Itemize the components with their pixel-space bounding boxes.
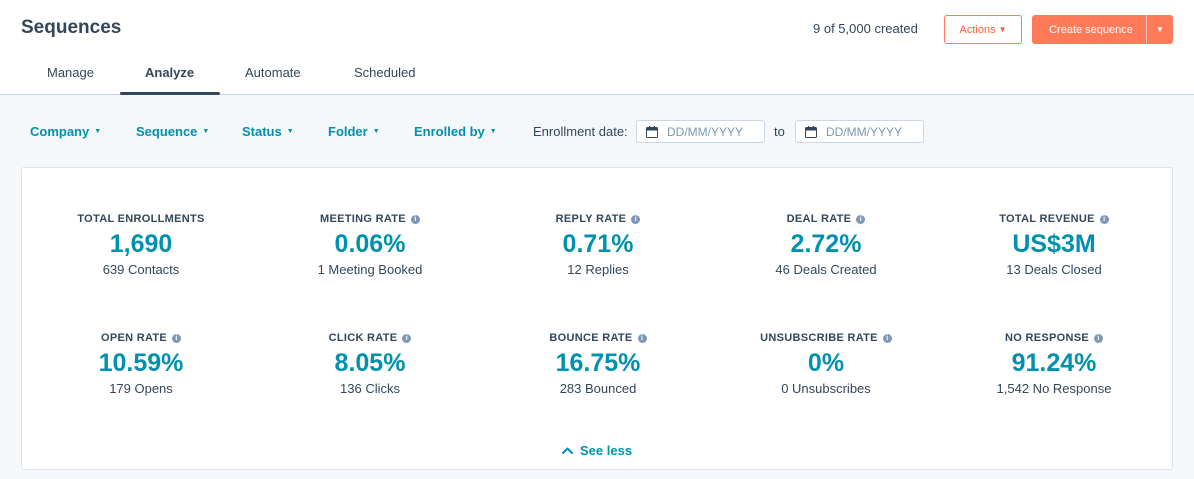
metric-label: TOTAL REVENUE	[999, 213, 1095, 225]
caret-down-icon: ▼	[202, 128, 210, 135]
filter-status-label: Status	[242, 124, 282, 139]
filter-enrolled-by[interactable]: Enrolled by ▼	[414, 124, 497, 139]
metric-label: BOUNCE RATE	[549, 332, 633, 344]
metric-open-rate: OPEN RATE i 10.59% 179 Opens	[26, 331, 256, 396]
active-tab-indicator	[120, 92, 220, 95]
metric-value: 91.24%	[1011, 349, 1097, 377]
caret-down-icon: ▼	[286, 128, 294, 135]
metric-subtext: 179 Opens	[109, 381, 173, 396]
create-sequence-label: Create sequence	[1049, 23, 1133, 36]
metric-value: 1,690	[109, 230, 173, 258]
created-count: 9 of 5,000 created	[813, 21, 918, 36]
page-title: Sequences	[21, 17, 122, 38]
metric-deal-rate: DEAL RATE i 2.72% 46 Deals Created	[711, 212, 941, 277]
metric-label: REPLY RATE	[555, 213, 627, 225]
filter-status[interactable]: Status ▼	[242, 124, 294, 139]
metric-subtext: 0 Unsubscribes	[781, 381, 871, 396]
date-range-to-label: to	[774, 124, 785, 139]
metric-click-rate: CLICK RATE i 8.05% 136 Clicks	[255, 331, 485, 396]
filter-company-label: Company	[30, 124, 90, 139]
metric-label: TOTAL ENROLLMENTS	[77, 213, 205, 225]
info-icon[interactable]: i	[856, 214, 866, 224]
metric-subtext: 1 Meeting Booked	[317, 262, 423, 277]
caret-down-icon: ▼	[372, 128, 380, 135]
metric-label: OPEN RATE	[100, 332, 168, 344]
filter-folder-label: Folder	[328, 124, 368, 139]
metric-value: 0.71%	[562, 230, 634, 258]
filter-enrolled-by-label: Enrolled by	[414, 124, 485, 139]
metric-subtext: 1,542 No Response	[996, 381, 1112, 396]
metric-label: NO RESPONSE	[1005, 332, 1089, 344]
metrics-card	[21, 167, 1173, 470]
metric-value: 2.72%	[790, 230, 862, 258]
caret-down-icon: ▼	[998, 25, 1007, 34]
create-sequence-button[interactable]: Create sequence ▼	[1032, 15, 1173, 44]
metric-label: MEETING RATE	[320, 213, 406, 225]
info-icon[interactable]: i	[172, 333, 182, 343]
info-icon[interactable]: i	[1099, 214, 1109, 224]
metric-reply-rate: REPLY RATE i 0.71% 12 Replies	[483, 212, 713, 277]
metric-subtext: 13 Deals Closed	[1006, 262, 1102, 277]
metric-value: 10.59%	[98, 349, 184, 377]
enrollment-date-from-input[interactable]: DD/MM/YYYY	[636, 120, 765, 143]
metric-subtext: 136 Clicks	[340, 381, 400, 396]
create-sequence-dropdown-toggle[interactable]: ▼	[1146, 15, 1173, 44]
tab-manage[interactable]: Manage	[47, 65, 94, 80]
info-icon[interactable]: i	[631, 214, 641, 224]
metric-subtext: 12 Replies	[567, 262, 629, 277]
top-header: Sequences 9 of 5,000 created Actions ▼ C…	[0, 0, 1194, 95]
filter-company[interactable]: Company ▼	[30, 124, 101, 139]
metric-label: UNSUBSCRIBE RATE	[760, 332, 878, 344]
info-icon[interactable]: i	[882, 333, 892, 343]
filter-folder[interactable]: Folder ▼	[328, 124, 380, 139]
info-icon[interactable]: i	[410, 214, 420, 224]
metric-meeting-rate: MEETING RATE i 0.06% 1 Meeting Booked	[255, 212, 485, 277]
metric-total-enrollments: TOTAL ENROLLMENTS 1,690 639 Contacts	[26, 212, 256, 277]
metric-subtext: 639 Contacts	[102, 262, 180, 277]
metric-subtext: 283 Bounced	[559, 381, 637, 396]
caret-down-icon: ▼	[94, 128, 102, 135]
metric-unsubscribe-rate: UNSUBSCRIBE RATE i 0% 0 Unsubscribes	[711, 331, 941, 396]
see-less-toggle[interactable]: See less	[562, 443, 632, 458]
info-icon[interactable]: i	[637, 333, 647, 343]
enrollment-date-label: Enrollment date:	[533, 124, 628, 139]
info-icon[interactable]: i	[1094, 333, 1103, 343]
see-less-label: See less	[580, 443, 633, 458]
date-from-placeholder: DD/MM/YYYY	[667, 124, 744, 139]
metric-value: US$3M	[1012, 230, 1096, 258]
caret-down-icon: ▼	[1156, 25, 1164, 34]
metric-subtext: 46 Deals Created	[775, 262, 877, 277]
actions-button-label: Actions	[959, 23, 996, 36]
filter-sequence[interactable]: Sequence ▼	[136, 124, 209, 139]
enrollment-date-to-input[interactable]: DD/MM/YYYY	[795, 120, 924, 143]
metric-label: CLICK RATE	[328, 332, 398, 344]
metric-label: DEAL RATE	[786, 213, 852, 225]
metric-no-response: NO RESPONSE i 91.24% 1,542 No Response	[939, 331, 1169, 396]
metric-bounce-rate: BOUNCE RATE i 16.75% 283 Bounced	[483, 331, 713, 396]
metric-value: 0.06%	[334, 230, 406, 258]
info-icon[interactable]: i	[402, 333, 412, 343]
chevron-up-icon	[562, 447, 573, 454]
tab-analyze[interactable]: Analyze	[145, 65, 195, 80]
metric-value: 0%	[807, 349, 845, 377]
tab-automate[interactable]: Automate	[245, 65, 301, 80]
caret-down-icon: ▼	[489, 128, 497, 135]
date-to-placeholder: DD/MM/YYYY	[826, 124, 903, 139]
calendar-icon	[805, 125, 817, 138]
metric-value: 8.05%	[334, 349, 406, 377]
filter-sequence-label: Sequence	[136, 124, 198, 139]
calendar-icon	[646, 125, 658, 138]
metric-total-revenue: TOTAL REVENUE i US$3M 13 Deals Closed	[939, 212, 1169, 277]
metric-value: 16.75%	[555, 349, 641, 377]
actions-button[interactable]: Actions ▼	[944, 15, 1022, 44]
tab-scheduled[interactable]: Scheduled	[354, 65, 416, 80]
